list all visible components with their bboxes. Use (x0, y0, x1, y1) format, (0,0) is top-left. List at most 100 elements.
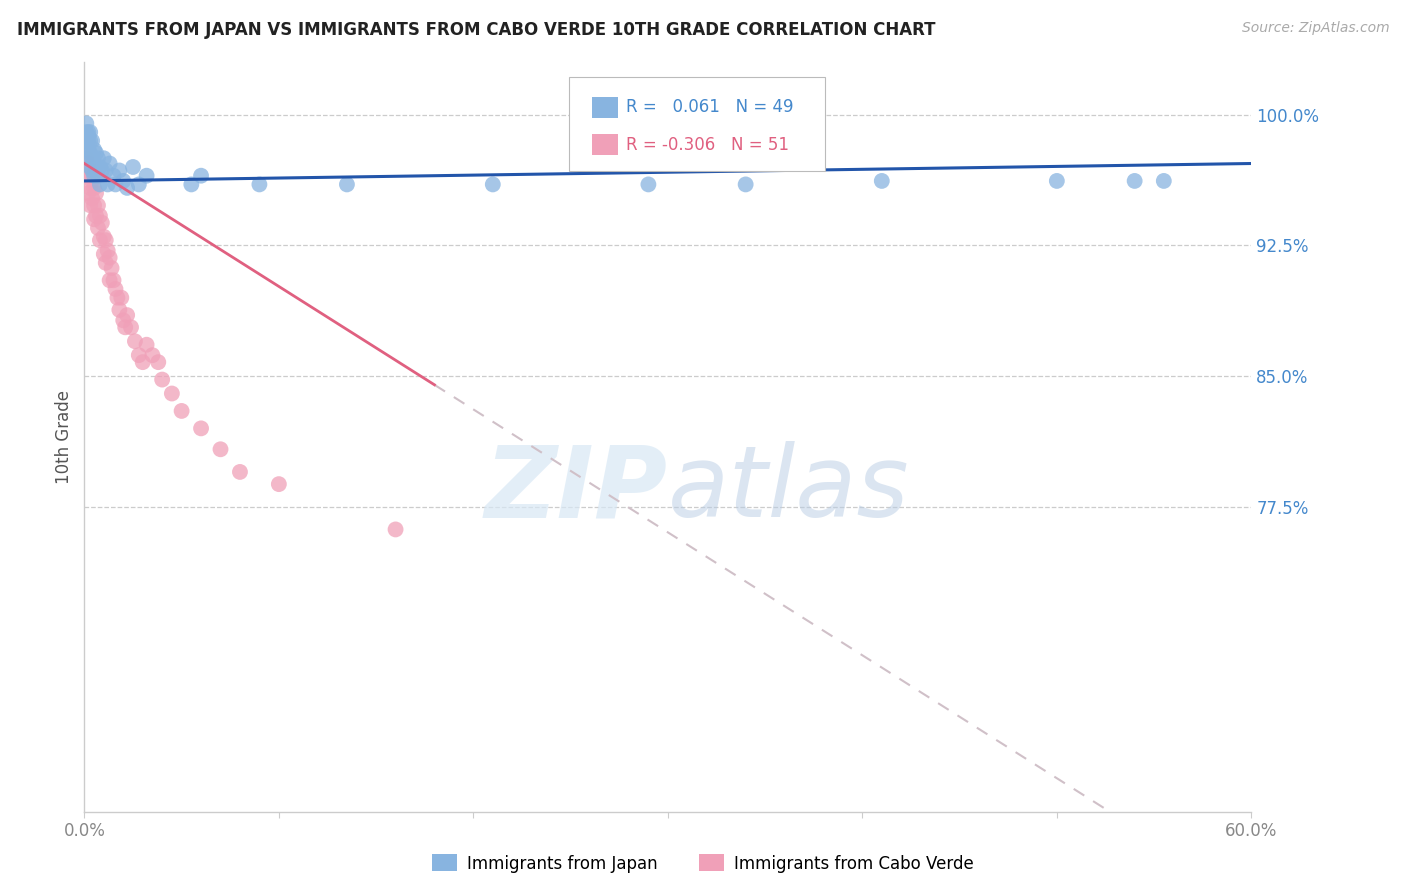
Point (1046, 174, 1069, 188)
Point (94, 233, 117, 247)
Point (1153, 174, 1175, 188)
Point (93, 151, 115, 165)
Point (84, 186, 107, 201)
Point (180, 178, 202, 192)
Point (160, 386, 183, 401)
Point (77, 128, 100, 143)
Point (107, 291, 129, 305)
Point (98, 156, 121, 170)
Point (75, 125, 97, 139)
Point (384, 523, 406, 537)
Point (209, 442, 232, 457)
Point (112, 174, 135, 188)
Point (77, 169, 100, 183)
Text: R =   0.061   N = 49: R = 0.061 N = 49 (626, 98, 793, 116)
Point (79, 146, 101, 161)
Point (734, 178, 756, 192)
Point (114, 320, 136, 334)
Point (94, 163, 117, 178)
Text: ZIP: ZIP (485, 441, 668, 538)
Point (90, 163, 112, 178)
Point (75, 116, 97, 130)
Point (83, 212, 105, 227)
Point (89, 233, 111, 247)
Point (97, 178, 120, 192)
Point (77, 186, 100, 201)
Point (83, 143, 105, 157)
Point (170, 404, 193, 418)
Point (120, 320, 142, 334)
Point (89, 160, 111, 174)
Point (79, 125, 101, 139)
Point (79, 160, 101, 174)
Point (82, 163, 104, 178)
Text: IMMIGRANTS FROM JAPAN VS IMMIGRANTS FROM CABO VERDE 10TH GRADE CORRELATION CHART: IMMIGRANTS FROM JAPAN VS IMMIGRANTS FROM… (17, 21, 935, 38)
Point (77, 151, 100, 165)
Point (132, 355, 155, 369)
Point (108, 163, 131, 178)
Point (124, 334, 146, 349)
Point (336, 178, 359, 192)
Point (115, 308, 138, 322)
Point (190, 421, 212, 435)
Point (84, 146, 107, 161)
Point (229, 465, 252, 479)
Y-axis label: 10th Grade: 10th Grade (55, 390, 73, 484)
Bar (592, 135, 617, 155)
Point (150, 373, 173, 387)
Point (135, 169, 157, 183)
Point (135, 337, 157, 351)
Point (870, 174, 893, 188)
Point (100, 261, 122, 276)
Point (79, 163, 101, 178)
Point (110, 291, 132, 305)
Point (94, 256, 117, 270)
Point (141, 348, 163, 362)
Point (79, 198, 101, 212)
Point (482, 178, 505, 192)
Point (77, 125, 100, 139)
Point (83, 198, 105, 212)
Point (87, 221, 110, 235)
Point (103, 169, 125, 183)
Point (82, 134, 104, 148)
Point (104, 178, 127, 192)
Point (82, 174, 104, 188)
Point (190, 169, 212, 183)
Point (98, 251, 121, 265)
Point (115, 181, 138, 195)
Point (108, 302, 131, 317)
Point (104, 282, 127, 296)
Point (89, 209, 111, 223)
Point (75, 143, 97, 157)
Point (90, 216, 112, 230)
Point (79, 134, 101, 148)
Text: R = -0.306   N = 51: R = -0.306 N = 51 (626, 136, 789, 153)
Bar (592, 97, 617, 118)
Point (77, 134, 100, 148)
Point (75, 151, 97, 165)
Point (83, 169, 105, 183)
Point (128, 178, 150, 192)
Point (1123, 174, 1146, 188)
Point (83, 156, 105, 170)
Point (93, 247, 115, 261)
Point (79, 181, 101, 195)
Point (93, 229, 115, 244)
Point (148, 355, 170, 369)
Legend: Immigrants from Japan, Immigrants from Cabo Verde: Immigrants from Japan, Immigrants from C… (425, 847, 981, 880)
FancyBboxPatch shape (568, 78, 825, 171)
Point (128, 348, 150, 362)
Point (83, 181, 105, 195)
Point (77, 156, 100, 170)
Point (87, 169, 110, 183)
Text: atlas: atlas (668, 441, 910, 538)
Point (103, 273, 125, 287)
Point (84, 160, 107, 174)
Point (84, 209, 107, 223)
Point (75, 134, 97, 148)
Point (97, 244, 120, 258)
Point (249, 178, 271, 192)
Text: Source: ZipAtlas.com: Source: ZipAtlas.com (1241, 21, 1389, 35)
Point (98, 273, 121, 287)
